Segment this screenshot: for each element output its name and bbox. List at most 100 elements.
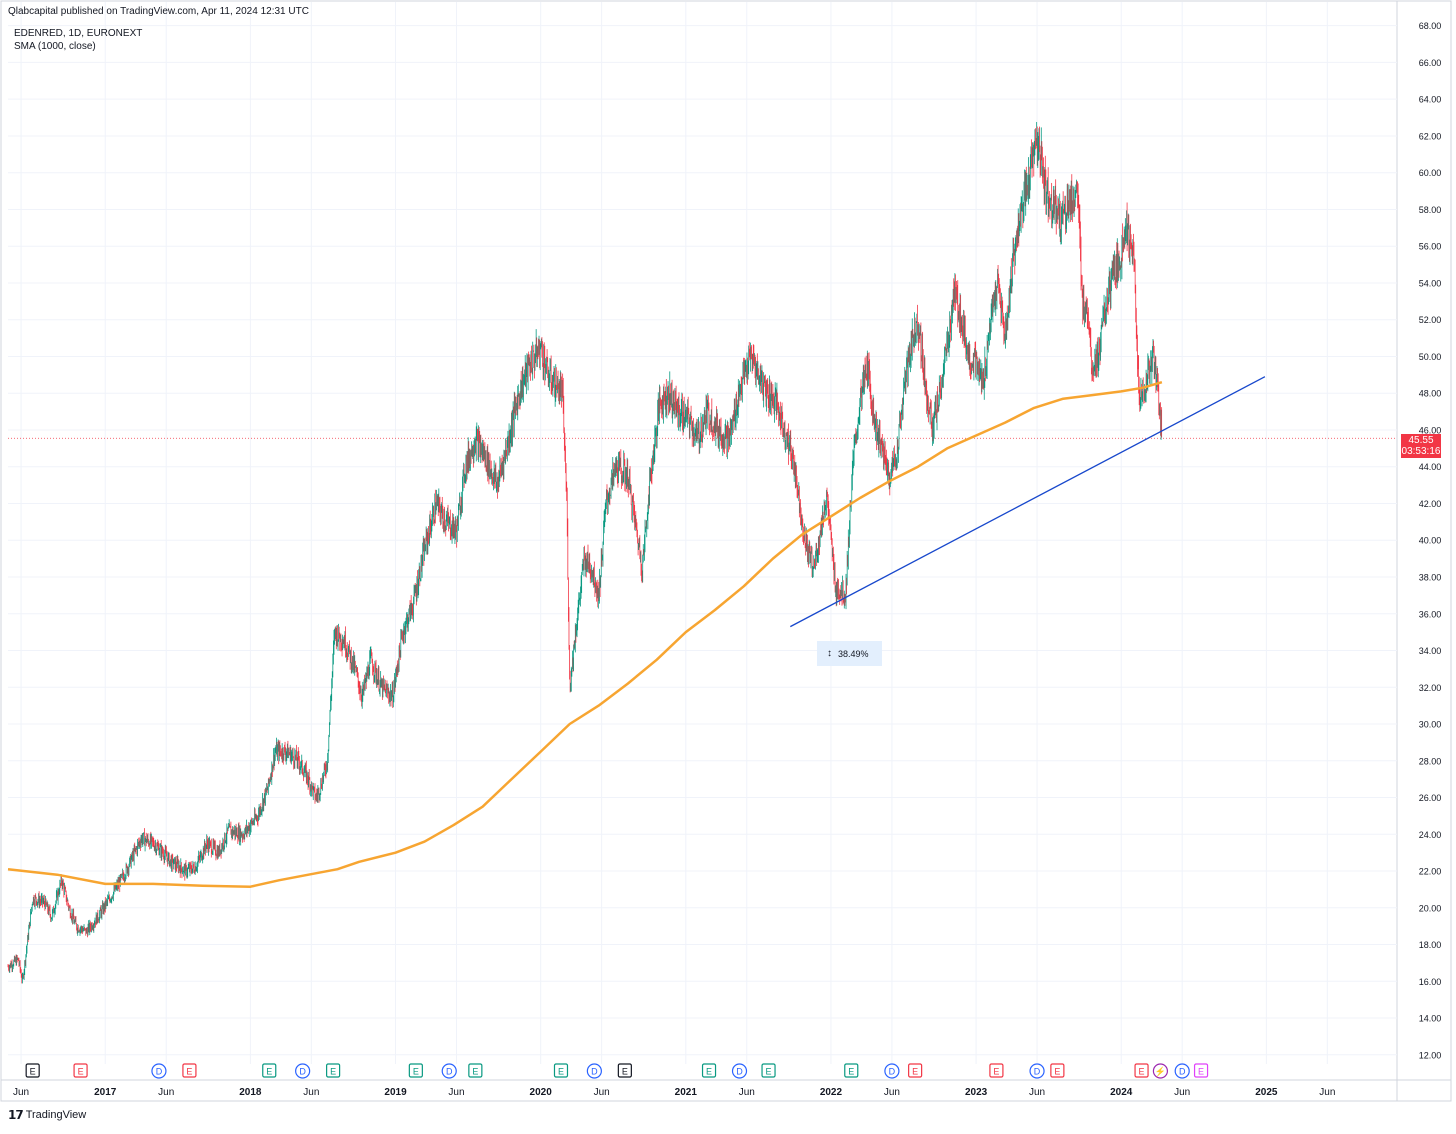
x-tick-label: 2024 [1110,1087,1133,1098]
event-marker-earnings-beat[interactable]: E [408,1063,423,1078]
x-tick-label: 2022 [820,1087,843,1098]
x-tick-label: Jun [303,1087,319,1098]
y-tick-label: 50.00 [1419,352,1442,362]
bar-countdown: 03:53:16 [1401,446,1441,457]
earnings-icon [25,1063,40,1078]
tradingview-logo-icon: 𝟭𝟳 [8,1108,24,1122]
y-tick-label: 44.00 [1419,462,1442,472]
brand-label: TradingView [25,1109,87,1121]
earnings-icon [844,1063,859,1078]
event-label: ⚡ [1155,1066,1166,1078]
event-marker-earnings-beat[interactable]: E [553,1063,569,1078]
y-tick-label: 58.00 [1419,205,1442,215]
dividend-icon [1029,1063,1045,1079]
trendline-layer [790,376,1266,628]
indicator-label: SMA (1000, close) [14,41,96,52]
event-label: E [30,1067,36,1077]
event-marker-dividend[interactable]: D [1174,1063,1190,1079]
event-marker-earnings-upcoming[interactable]: E [1193,1063,1209,1078]
event-marker-earnings-miss[interactable]: E [989,1063,1004,1078]
dividend-icon [586,1063,602,1079]
event-label: D [591,1067,598,1077]
earnings-icon [326,1063,341,1078]
event-label: E [78,1067,84,1077]
event-label: D [1034,1067,1041,1077]
x-tick-label: Jun [13,1087,29,1098]
y-tick-label: 66.00 [1419,58,1442,68]
event-marker-dividend[interactable]: D [586,1063,602,1079]
y-tick-label: 28.00 [1419,756,1442,766]
dividend-icon [884,1063,900,1079]
x-axis: Jun 2017 Jun 2018 Jun 2019 Jun 2020 Jun 2021 Jun 20… [13,1087,1335,1098]
measure-tool-box[interactable]: ↕ 38.49% [817,641,882,666]
event-marker-earnings-miss[interactable]: E [1050,1063,1065,1078]
event-label: D [299,1067,306,1077]
y-tick-label: 48.00 [1419,389,1442,399]
y-tick-label: 22.00 [1419,867,1442,877]
event-marker-dividend[interactable]: D [441,1063,457,1079]
event-label: D [736,1067,743,1077]
events-row: E E D E E D E E D E E D E E D E E D E E D E E ⚡ D E [25,1063,1209,1079]
event-label: E [848,1067,854,1077]
y-tick-label: 38.00 [1419,572,1442,582]
event-marker-earnings-beat[interactable]: E [701,1063,717,1078]
event-marker-earnings-miss[interactable]: E [182,1063,197,1078]
event-label: E [330,1067,336,1077]
dividend-icon [441,1063,457,1079]
event-marker-earnings-beat[interactable]: E [844,1063,859,1078]
y-axis: 12.00 14.00 16.00 18.00 20.00 22.00 24.00 26.00… [1419,21,1442,1060]
x-tick-label: 2023 [965,1087,988,1098]
x-tick-label: Jun [158,1087,174,1098]
y-tick-label: 54.00 [1419,278,1442,288]
event-label: E [266,1067,272,1077]
x-tick-label: Jun [739,1087,755,1098]
dividend-icon [151,1063,167,1079]
x-tick-label: Jun [884,1087,900,1098]
event-label: E [622,1067,628,1077]
dividend-icon [1174,1063,1190,1079]
x-tick-label: Jun [1029,1087,1045,1098]
footer-branding[interactable]: 𝟭𝟳 TradingView [8,1108,86,1122]
event-label: E [1198,1067,1204,1077]
candles-layer [7,121,1163,984]
y-tick-label: 20.00 [1419,903,1442,913]
event-label: E [993,1067,999,1077]
dividend-icon [731,1063,748,1079]
event-marker-dividend[interactable]: D [295,1063,311,1079]
event-marker-dividend[interactable]: D [731,1063,748,1079]
support-trendline [790,376,1266,628]
event-marker-earnings-miss[interactable]: E [1134,1063,1149,1078]
y-tick-label: 24.00 [1419,830,1442,840]
event-label: E [1139,1067,1145,1077]
x-tick-label: 2020 [530,1087,553,1098]
chart-frame [0,0,1452,1102]
y-tick-label: 64.00 [1419,95,1442,105]
y-tick-label: 32.00 [1419,683,1442,693]
x-tick-label: 2021 [675,1087,698,1098]
event-label: E [472,1067,478,1077]
event-marker-split[interactable]: ⚡ [1152,1063,1169,1079]
event-marker-earnings-beat[interactable]: E [468,1063,483,1078]
earnings-icon [908,1063,923,1078]
event-marker-earnings-beat[interactable]: E [262,1063,277,1078]
y-tick-label: 30.00 [1419,720,1442,730]
y-tick-label: 46.00 [1419,425,1442,435]
event-marker-earnings-neutral[interactable]: E [25,1063,40,1078]
event-marker-dividend[interactable]: D [1029,1063,1045,1079]
y-tick-label: 36.00 [1419,609,1442,619]
measure-label: 38.49% [838,648,869,659]
event-marker-earnings-beat[interactable]: E [761,1063,776,1078]
earnings-icon [182,1063,197,1078]
y-tick-label: 26.00 [1419,793,1442,803]
earnings-icon [761,1063,776,1078]
event-marker-earnings-beat[interactable]: E [326,1063,341,1078]
event-marker-earnings-miss[interactable]: E [73,1063,88,1078]
earnings-icon [989,1063,1004,1078]
event-marker-dividend[interactable]: D [151,1063,167,1079]
event-marker-dividend[interactable]: D [884,1063,900,1079]
event-marker-earnings-miss[interactable]: E [908,1063,923,1078]
earnings-icon [701,1063,717,1078]
event-marker-earnings-neutral[interactable]: E [617,1063,632,1078]
